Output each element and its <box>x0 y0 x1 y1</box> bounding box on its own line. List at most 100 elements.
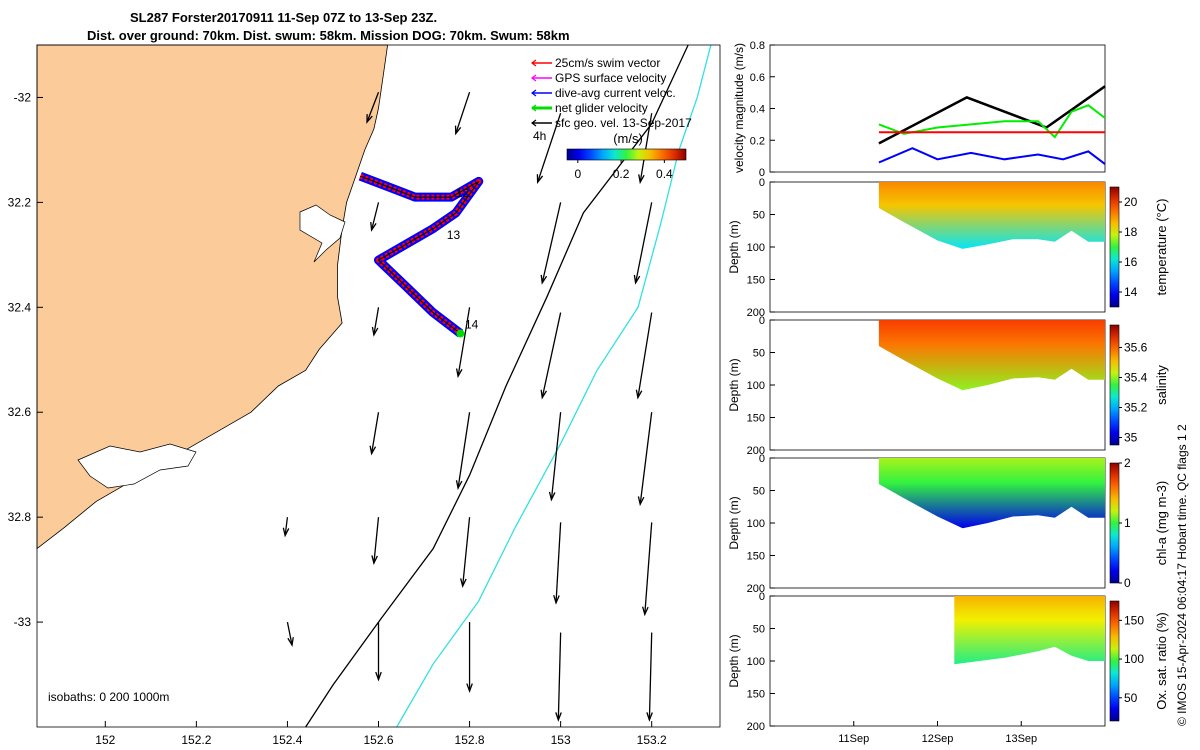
colorbar-tick-label: 1 <box>1124 516 1131 530</box>
current-vector <box>455 412 471 491</box>
colorbar-tick-label: 50 <box>1124 691 1138 705</box>
colorbar-label: (m/s) <box>613 131 643 146</box>
legend-entry: net glider velocity <box>531 101 648 115</box>
isobath-1000m <box>396 44 712 728</box>
profile-ytick-label: 100 <box>747 380 765 392</box>
profile-colorbar <box>1109 186 1120 308</box>
legend-label: dive-avg current veloc. <box>555 86 676 100</box>
colorbar-label: salinity <box>1154 365 1169 405</box>
legend-label: 25cm/s swim vector <box>555 56 660 70</box>
map-xtick-label: 152.4 <box>272 733 302 747</box>
current-vector <box>282 517 290 538</box>
profile-ylabel: Depth (m) <box>727 220 741 273</box>
time-xtick-label: 12Sep <box>922 733 954 745</box>
profile-ytick-label: 150 <box>747 413 765 425</box>
current-vector <box>366 91 380 124</box>
current-vector <box>633 202 653 285</box>
track-day-label: 12 <box>456 186 470 200</box>
colorbar-tick-label: 14 <box>1124 285 1138 299</box>
current-vector <box>455 307 471 379</box>
legend-label: sfc geo. vel. 13-Sep-2017 <box>555 116 692 130</box>
legend-entry: sfc geo. vel. 13-Sep-2017 <box>531 116 692 130</box>
map-xtick-label: 153.2 <box>637 733 667 747</box>
profile-colorbar <box>1109 600 1120 722</box>
current-vector <box>370 202 380 232</box>
colorbar-tick-label: 0.4 <box>656 167 673 181</box>
current-vector <box>553 522 562 605</box>
colorbar-label: chl-a (mg m-3) <box>1154 481 1169 566</box>
map-xtick-label: 152.8 <box>455 733 485 747</box>
colorbar-tick-label: 35.2 <box>1124 401 1148 415</box>
map-ytick-label: -33 <box>14 615 32 629</box>
current-vector <box>638 113 653 185</box>
isobath-200m <box>305 44 689 728</box>
map-panel: 12 13 14 152 152.2 152.4 152.6 152.8 153 153.2 -32… <box>8 44 721 747</box>
velocity-ytick-label: 0.6 <box>750 72 765 84</box>
isobath-note: isobaths: 0 200 1000m <box>48 690 169 704</box>
map-ytick-label: -32 <box>14 90 32 104</box>
map-ytick-label: 32.4 <box>8 300 32 314</box>
velocity-ytick-label: 0.8 <box>750 40 765 52</box>
profile-ytick-label: 50 <box>753 624 765 636</box>
current-vector <box>548 412 562 502</box>
credit-text: © IMOS 15-Apr-2024 06:04:17 Hobart time.… <box>1175 424 1189 726</box>
current-vector <box>635 312 653 400</box>
time-xtick-label: 13Sep <box>1005 733 1037 745</box>
profile-ytick-label: 50 <box>753 210 765 222</box>
profile-ylabel: Depth (m) <box>727 634 741 687</box>
legend-entry: dive-avg current veloc. <box>531 86 676 100</box>
colorbar-tick-label: 100 <box>1124 652 1144 666</box>
profile-ytick-label: 150 <box>747 689 765 701</box>
profile-ylabel: Depth (m) <box>727 496 741 549</box>
colorbar-tick-label: 0 <box>574 167 581 181</box>
lake-shape <box>77 443 197 489</box>
profile-ytick-label: 50 <box>753 486 765 498</box>
colorbar-tick-label: 150 <box>1124 613 1144 627</box>
colorbar-tick-label: 35.6 <box>1124 341 1148 355</box>
profile-data-region <box>878 182 1105 249</box>
legend-entry: 25cm/s swim vector <box>531 56 660 70</box>
colorbar-tick-label: 18 <box>1124 225 1138 239</box>
profile-ytick-label: 200 <box>747 445 765 457</box>
profile-ytick-label: 100 <box>747 242 765 254</box>
profile-ytick-label: 0 <box>759 315 765 327</box>
lake-shape <box>299 204 346 263</box>
profile-data-region <box>878 458 1105 529</box>
colorbar-tick-label: 35.4 <box>1124 371 1148 385</box>
time-xtick-label: 11Sep <box>838 733 869 745</box>
colorbar-tick-label: 20 <box>1124 195 1138 209</box>
current-vector <box>371 517 380 566</box>
track-day-label: 14 <box>465 317 479 331</box>
colorbar-extra-label: 4h <box>533 129 546 143</box>
glider-end-marker <box>456 329 465 338</box>
profile-colorbar <box>1109 324 1120 446</box>
current-vector <box>369 412 380 456</box>
velocity-series-line <box>878 85 1106 145</box>
current-vector <box>371 307 380 337</box>
current-vector <box>642 522 653 617</box>
velocity-ylabel: velocity magnitude (m/s) <box>732 43 746 173</box>
colorbar-tick-label: 2 <box>1124 456 1131 470</box>
map-colorbar <box>566 148 687 161</box>
profile-ytick-label: 200 <box>747 583 765 595</box>
current-vector <box>637 412 653 507</box>
map-xtick-label: 153 <box>551 733 571 747</box>
profile-ytick-label: 200 <box>747 307 765 319</box>
legend-label: GPS surface velocity <box>555 71 666 85</box>
profile-ytick-label: 50 <box>753 348 765 360</box>
profile-panels: 0 0.2 0.4 0.6 0.8 velocity magnitude (m/s) 0 50… <box>727 40 1169 745</box>
profile-colorbar <box>1109 462 1120 584</box>
current-vector <box>540 202 562 285</box>
map-ytick-label: 32.8 <box>8 510 32 524</box>
profile-ytick-label: 200 <box>747 721 765 733</box>
figure-title-line2: Dist. over ground: 70km. Dist. swum: 58k… <box>87 28 570 43</box>
current-vector <box>555 632 562 722</box>
velocity-series-line <box>878 147 1106 165</box>
colorbar-tick-label: 35 <box>1124 431 1138 445</box>
profile-ytick-label: 150 <box>747 275 765 287</box>
legend-label: net glider velocity <box>555 101 648 115</box>
profile-ytick-label: 0 <box>759 177 765 189</box>
legend-entry: GPS surface velocity <box>531 71 666 85</box>
